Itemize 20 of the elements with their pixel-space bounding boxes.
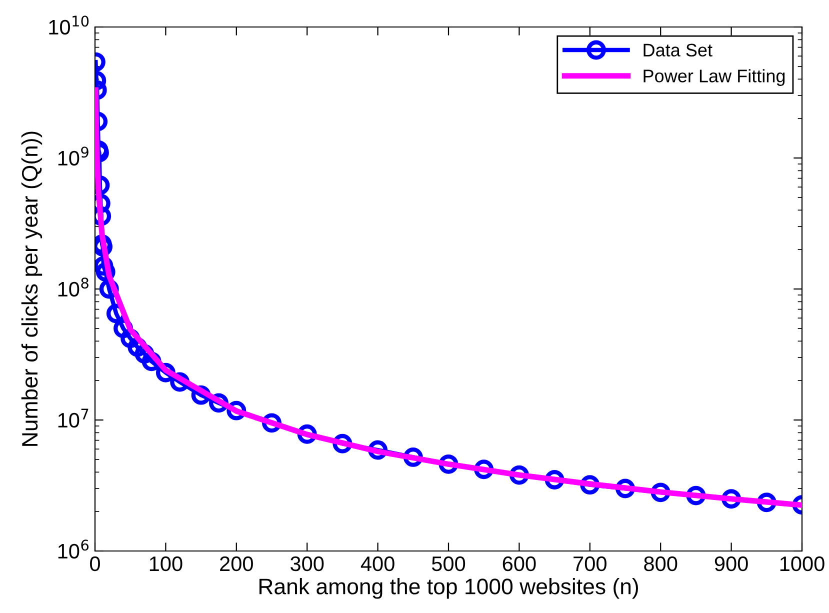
x-tick-label: 1000 [780,556,824,572]
x-axis-title: Rank among the top 1000 websites (n) [259,578,638,599]
y-tick-label: 10$^{9}$ [58,146,88,166]
y-tick-label: 10$^{8}$ [58,278,88,297]
y-tick-label: 10$^{10}$ [49,16,89,35]
x-tick-label: 0 [90,556,100,572]
x-tick-label: 200 [220,556,253,572]
legend-label: Power Law Fitting [644,69,785,86]
x-tick-label: 700 [574,556,606,572]
x-tick-label: 800 [644,556,678,572]
x-tick-label: 400 [360,556,394,572]
x-tick-label: 100 [150,556,182,572]
y-axis-title: Number of clicks per year (Q(n)) [21,132,42,446]
y-tick-label: 10$^{6}$ [58,540,89,559]
legend-label: Data Set [644,44,712,57]
x-tick-label: 300 [290,556,324,572]
x-tick-label: 900 [714,556,748,572]
x-tick-label: 500 [432,556,466,572]
x-tick-label: 600 [502,556,536,572]
y-tick-label: 10$^{7}$ [58,408,88,428]
